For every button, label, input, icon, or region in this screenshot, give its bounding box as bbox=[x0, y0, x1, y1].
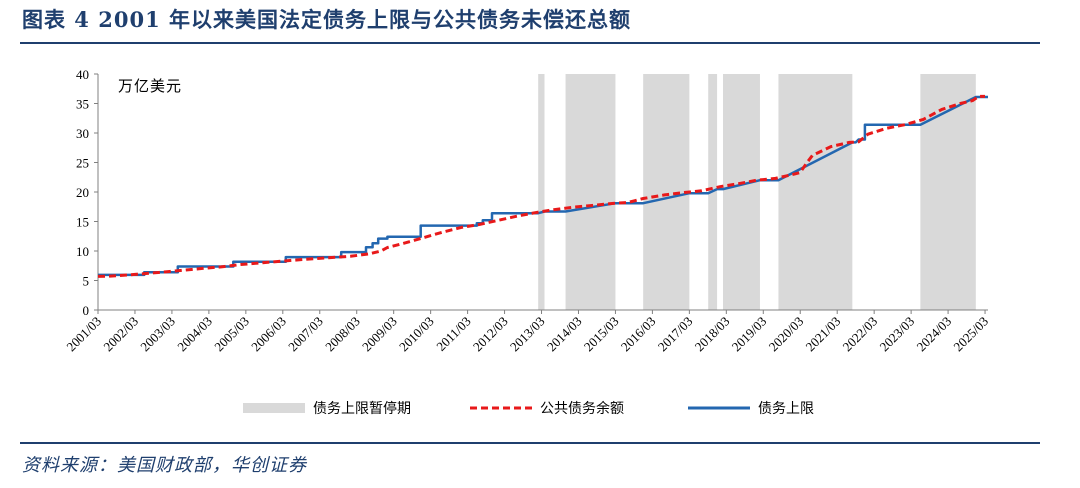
x-tick-label: 2018/03 bbox=[692, 314, 733, 355]
legend-label-debt-ceiling: 债务上限 bbox=[758, 401, 814, 417]
x-tick-label: 2013/03 bbox=[507, 314, 548, 355]
x-tick-label: 2003/03 bbox=[137, 314, 178, 355]
x-tick-label: 2002/03 bbox=[100, 314, 141, 355]
x-tick-label: 2001/03 bbox=[63, 314, 104, 355]
x-tick-label: 2014/03 bbox=[544, 314, 585, 355]
legend-label-public-debt: 公共债务余额 bbox=[540, 400, 624, 417]
legend-swatch-suspension bbox=[243, 403, 305, 413]
suspension-band bbox=[778, 74, 853, 310]
x-tick-label: 2022/03 bbox=[840, 314, 881, 355]
x-tick-label: 2017/03 bbox=[655, 314, 696, 355]
y-tick-label: 40 bbox=[76, 67, 89, 82]
title-rule bbox=[20, 42, 1040, 44]
x-tick-label: 2015/03 bbox=[581, 314, 622, 355]
public-debt-line bbox=[97, 94, 985, 278]
x-tick-label: 2007/03 bbox=[285, 314, 326, 355]
unit-label: 万亿美元 bbox=[118, 77, 182, 95]
x-tick-label: 2020/03 bbox=[766, 314, 807, 355]
x-tick-label: 2011/03 bbox=[433, 314, 473, 354]
y-tick-label: 20 bbox=[76, 185, 89, 200]
y-tick-label: 25 bbox=[76, 156, 89, 171]
x-tick-label: 2008/03 bbox=[322, 314, 363, 355]
x-tick-label: 2004/03 bbox=[174, 314, 215, 355]
suspension-band bbox=[920, 74, 976, 310]
x-tick-label: 2010/03 bbox=[396, 314, 437, 355]
source-rule bbox=[20, 442, 1040, 444]
x-tick-label: 2016/03 bbox=[618, 314, 659, 355]
x-tick-label: 2006/03 bbox=[248, 314, 289, 355]
y-tick-label: 15 bbox=[76, 215, 89, 230]
y-tick-label: 0 bbox=[83, 303, 90, 318]
y-tick-label: 10 bbox=[76, 244, 89, 259]
x-tick-label: 2012/03 bbox=[470, 314, 511, 355]
suspension-band bbox=[643, 74, 690, 310]
suspension-band bbox=[565, 74, 616, 310]
suspension-band bbox=[538, 74, 545, 310]
source-note: 资料来源：美国财政部，华创证券 bbox=[22, 455, 307, 476]
x-tick-label: 2021/03 bbox=[803, 314, 844, 355]
x-tick-label: 2025/03 bbox=[950, 314, 991, 355]
x-tick-label: 2009/03 bbox=[359, 314, 400, 355]
x-tick-label: 2023/03 bbox=[876, 314, 917, 355]
chart: 05101520253035402001/032002/032003/03200… bbox=[63, 67, 991, 417]
y-tick-label: 5 bbox=[83, 274, 90, 289]
x-tick-label: 2019/03 bbox=[729, 314, 770, 355]
figure-title: 图表 4 2001 年以来美国法定债务上限与公共债务未偿还总额 bbox=[22, 7, 631, 32]
y-tick-label: 35 bbox=[76, 97, 89, 112]
x-tick-label: 2005/03 bbox=[211, 314, 252, 355]
x-tick-label: 2024/03 bbox=[913, 314, 954, 355]
suspension-band bbox=[722, 74, 760, 310]
y-tick-label: 30 bbox=[76, 126, 89, 141]
legend-label-suspension: 债务上限暂停期 bbox=[313, 400, 411, 417]
